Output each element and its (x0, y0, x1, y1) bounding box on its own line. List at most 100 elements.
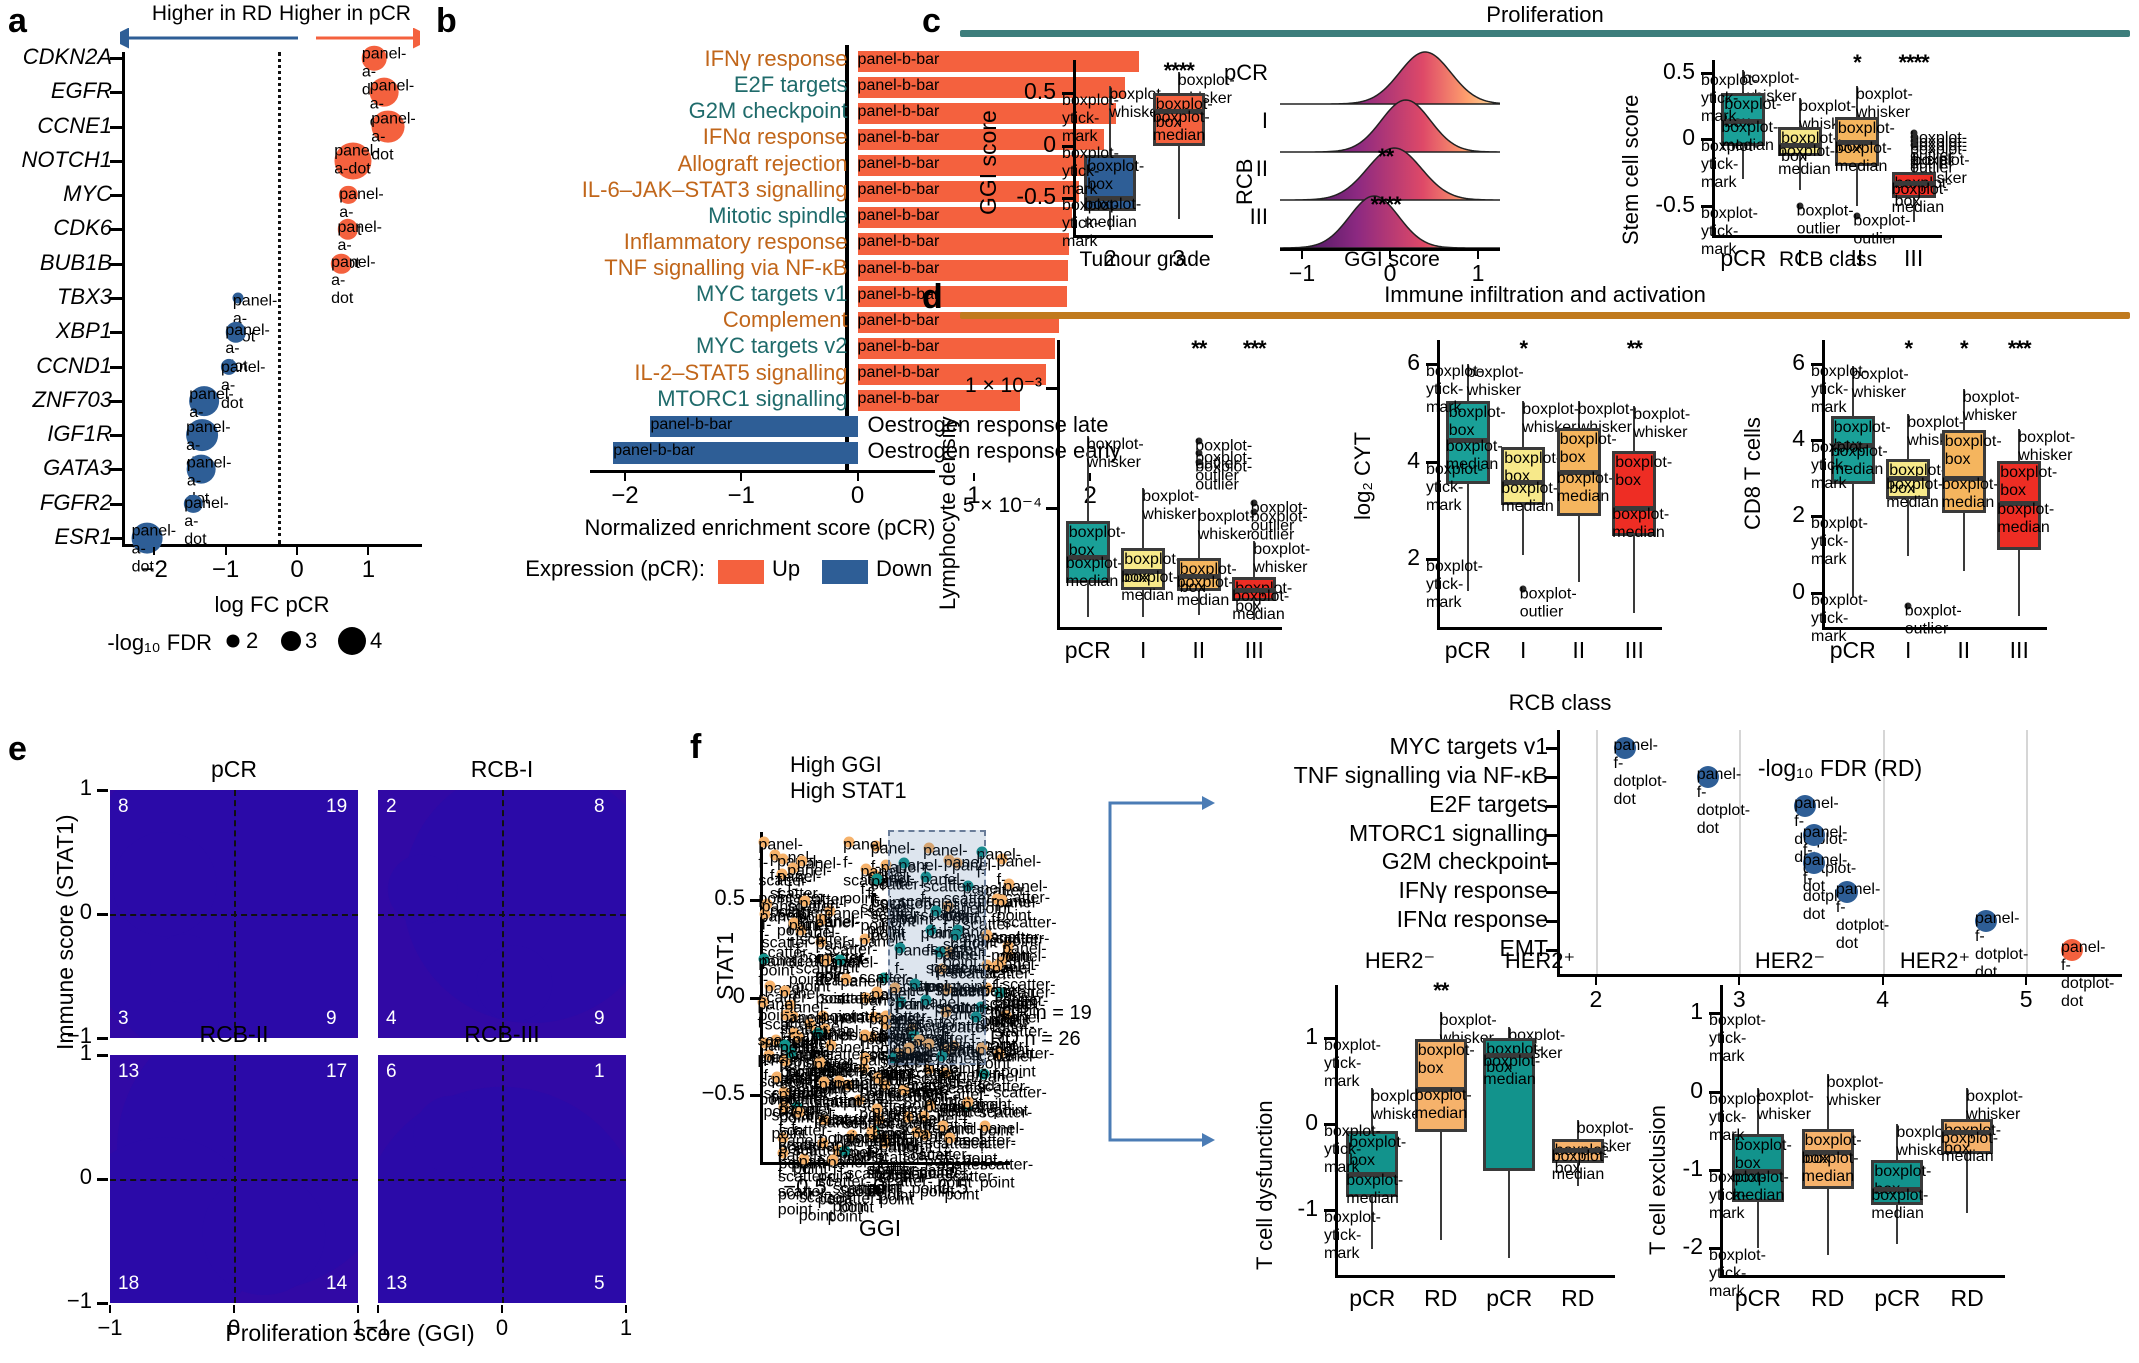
panel-f-dotplot-category-label: MTORC1 signalling (1349, 819, 1548, 846)
panel-b-category-label: Oestrogen response late (867, 411, 1109, 437)
panel-a-direction-left: Higher in RD (151, 2, 273, 25)
panel-c1-yaxis (1073, 60, 1076, 235)
boxplot-ytick-label: -1 (1682, 1154, 1703, 1181)
boxplot-ytick-label: 2 (1407, 543, 1420, 570)
panel-a-xtick-label: 1 (361, 556, 376, 583)
panel-f-xtick-label: −0.5 (783, 1174, 827, 1199)
panel-f-dotplot-xtick-mark (1738, 977, 1741, 985)
panel-a-gene-label: CDKN2A (22, 44, 112, 69)
panel-f-dysfunction-ylabel: T cell dysfunction (1252, 1100, 1277, 1270)
ridgeline-density (1280, 195, 1500, 249)
panel-b-legend-swatch-down (822, 560, 868, 584)
panel-f-scatter-xaxis (760, 1162, 1010, 1165)
ridgeline-xtick-mark (1301, 251, 1303, 259)
panel-a-gene-label: ZNF703 (32, 386, 112, 412)
significance-marker: * (1519, 336, 1528, 361)
legend-dot-3 (281, 631, 301, 651)
significance-marker: ** (1378, 144, 1394, 169)
significance-marker: * (1853, 50, 1862, 75)
panel-e-ytick-label: −1 (66, 1288, 92, 1313)
panel-f-exclusion-group1: HER2⁻ (1754, 948, 1826, 973)
panel-f-dotplot-ytick-mark (1546, 862, 1557, 866)
boxplot-ytick-mark (1046, 387, 1058, 391)
boxplot-ytick-label: -0.5 (1016, 183, 1056, 210)
legend-dot-4 (338, 627, 366, 655)
ridgeline-xtick-label: 0 (1383, 260, 1397, 286)
legend-label-2: 2 (246, 628, 259, 653)
boxplot-ytick-label: 2 (1792, 501, 1805, 528)
panel-e-ytick-mark (97, 913, 108, 916)
boxplot-xtick-label: RD (1561, 1285, 1595, 1311)
boxplot-xtick-label: II (1957, 637, 1971, 663)
panel-f-dotplot-category-label: IFNα response (1396, 906, 1548, 933)
panel-c3-xlabel: RCB class (1778, 248, 1878, 271)
panel-c1-xlabel: Tumour grade (1079, 248, 1211, 271)
panel-c3-xaxis (1712, 235, 1942, 238)
boxplot-xtick-label: III (1904, 245, 1924, 271)
significance-marker: * (1959, 336, 1969, 361)
panel-f-dotplot-xtick-mark (1881, 977, 1884, 985)
panel-f-dotplot-xtick-label: 5 (2019, 986, 2033, 1012)
panel-b-legend-down: Down (876, 556, 933, 581)
panel-f-dotplot-gridline (1595, 730, 1598, 974)
panel-c1-ylabel: GGI score (975, 110, 1001, 215)
boxplot-xtick-label: II (1850, 245, 1864, 271)
panel-f-dotplot-ytick-mark (1546, 775, 1557, 779)
boxplot-xtick-label: 3 (1172, 245, 1186, 271)
panel-f-highlight-box (888, 830, 986, 1065)
panel-a-ytick (110, 502, 122, 506)
boxplot-xtick-label: pCR (1734, 1285, 1781, 1311)
panel-d-xlabel: RCB class (1508, 690, 1612, 715)
panel-letter-b: b (436, 2, 457, 40)
panel-e-quadrant-count: 4 (386, 1008, 397, 1029)
panel-e-hline (378, 914, 626, 916)
panel-e-quadrant-count: 5 (594, 1273, 605, 1294)
panel-letter-e: e (8, 730, 27, 768)
significance-marker: * (1904, 336, 1913, 361)
panel-b-xtick-mark (856, 473, 859, 481)
boxplot-xtick-label: pCR (1874, 1285, 1921, 1311)
panel-f-dysfunction-group2: HER2⁺ (1504, 948, 1576, 973)
boxplot-ytick-label: -0.5 (1655, 190, 1695, 217)
boxplot-xtick-label: II (1192, 637, 1206, 663)
panel-f-dotplot-xaxis (1557, 974, 2122, 977)
panel-e-quadrant-count: 14 (326, 1273, 348, 1294)
boxplot-ytick-label: 4 (1407, 446, 1420, 473)
panel-a-ytick (110, 468, 122, 472)
significance-marker: ** (1191, 336, 1207, 361)
panel-letter-c: c (922, 2, 941, 40)
panel-b-category-label: Allograft rejection (677, 150, 848, 176)
panel-e-quadrant-count: 1 (594, 1061, 605, 1082)
panel-b-category-label: MYC targets v2 (695, 333, 848, 359)
panel-c-header: Proliferation (1486, 2, 1604, 27)
panel-b-category-label: E2F targets (733, 72, 848, 98)
panel-e-quadrant-count: 18 (118, 1273, 140, 1294)
panel-b-category-label: TNF signalling via NF-κB (604, 255, 848, 281)
panel-a-ytick (110, 434, 122, 438)
panel-b-category-label: IL-6–JAK–STAT3 signalling (581, 176, 848, 202)
panel-a-gene-label: ESR1 (54, 524, 112, 549)
panel-e-quadrant-count: 6 (386, 1061, 397, 1082)
ridgeline-xtick-mark (1389, 251, 1391, 259)
boxplot-ytick-label: 0.5 (1663, 57, 1695, 84)
panel-f-dotplot-ytick-mark (1546, 920, 1557, 924)
panel-d-header-bar (960, 312, 2130, 319)
panel-f-dotplot-ytick-mark (1546, 747, 1557, 750)
boxplot-ytick-label: 6 (1407, 349, 1420, 376)
panel-a-gene-label: GATA3 (43, 455, 112, 481)
panel-b-category-label: MTORC1 signalling (657, 385, 848, 411)
panel-b-xtick-label: 2 (1083, 482, 1097, 509)
ridgeline-row-label: I (1261, 108, 1268, 133)
panel-f-ytick-label: −0.5 (701, 1080, 745, 1105)
panel-a-gene-label: MYC (63, 181, 112, 207)
panel-f-exclusion-group2: HER2⁺ (1899, 948, 1971, 973)
panel-a-yaxis (122, 52, 125, 544)
panel-f-xtick-mark (952, 1165, 955, 1173)
panel-d1-ylabel: Lymphocyte density (935, 416, 960, 610)
panel-e-ytick-label: 1 (79, 1040, 92, 1065)
ridgeline-density (1280, 99, 1500, 153)
panel-e-xtick-label: 1 (619, 1315, 633, 1340)
boxplot-xtick-label: pCR (1444, 637, 1491, 663)
panel-e-xlabel: Proliferation score (GGI) (225, 1320, 475, 1346)
panel-a-ytick (110, 331, 122, 335)
